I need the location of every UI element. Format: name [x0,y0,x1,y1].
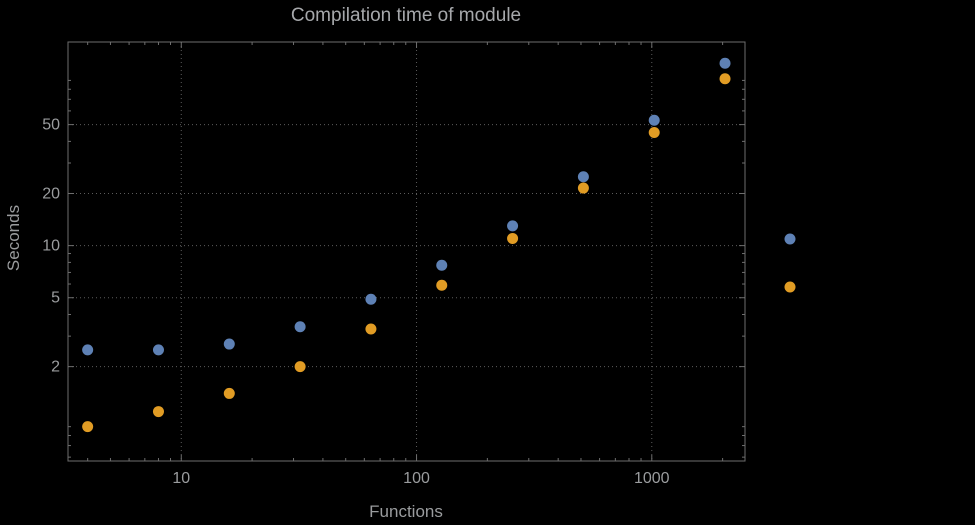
plot-frame [67,41,746,462]
y-tick-label: 20 [42,185,60,202]
data-point-series-orange [648,127,660,139]
data-point-series-blue [436,259,448,271]
x-tick-label: 10 [172,470,190,487]
data-point-series-blue [507,220,519,232]
y-tick-label: 10 [42,238,60,255]
data-point-series-blue [648,114,660,126]
data-point-series-orange [507,232,519,244]
data-point-series-orange [436,279,448,291]
data-point-series-orange [294,361,306,373]
x-tick-label: 1000 [634,470,670,487]
y-tick-label: 50 [42,117,60,134]
x-tick-label: 100 [403,470,430,487]
data-point-series-blue [719,57,731,69]
data-point-series-blue [577,171,589,183]
legend-marker-blue [784,233,796,245]
data-point-series-blue [152,344,164,356]
y-axis-label: Seconds [4,204,23,272]
chart-title: Compilation time of module [290,5,522,26]
data-point-series-blue [82,344,94,356]
data-point-series-orange [719,73,731,85]
data-point-series-blue [294,321,306,333]
data-point-series-blue [365,293,377,305]
data-point-series-orange [82,421,94,433]
data-point-series-orange [365,323,377,335]
y-tick-label: 2 [51,359,60,376]
y-tick-label: 5 [51,290,60,307]
data-point-series-orange [577,182,589,194]
legend-marker-orange [784,281,796,293]
data-point-series-orange [152,406,164,418]
x-axis-label: Functions [369,502,443,521]
data-point-series-orange [223,387,235,399]
data-point-series-blue [223,338,235,350]
